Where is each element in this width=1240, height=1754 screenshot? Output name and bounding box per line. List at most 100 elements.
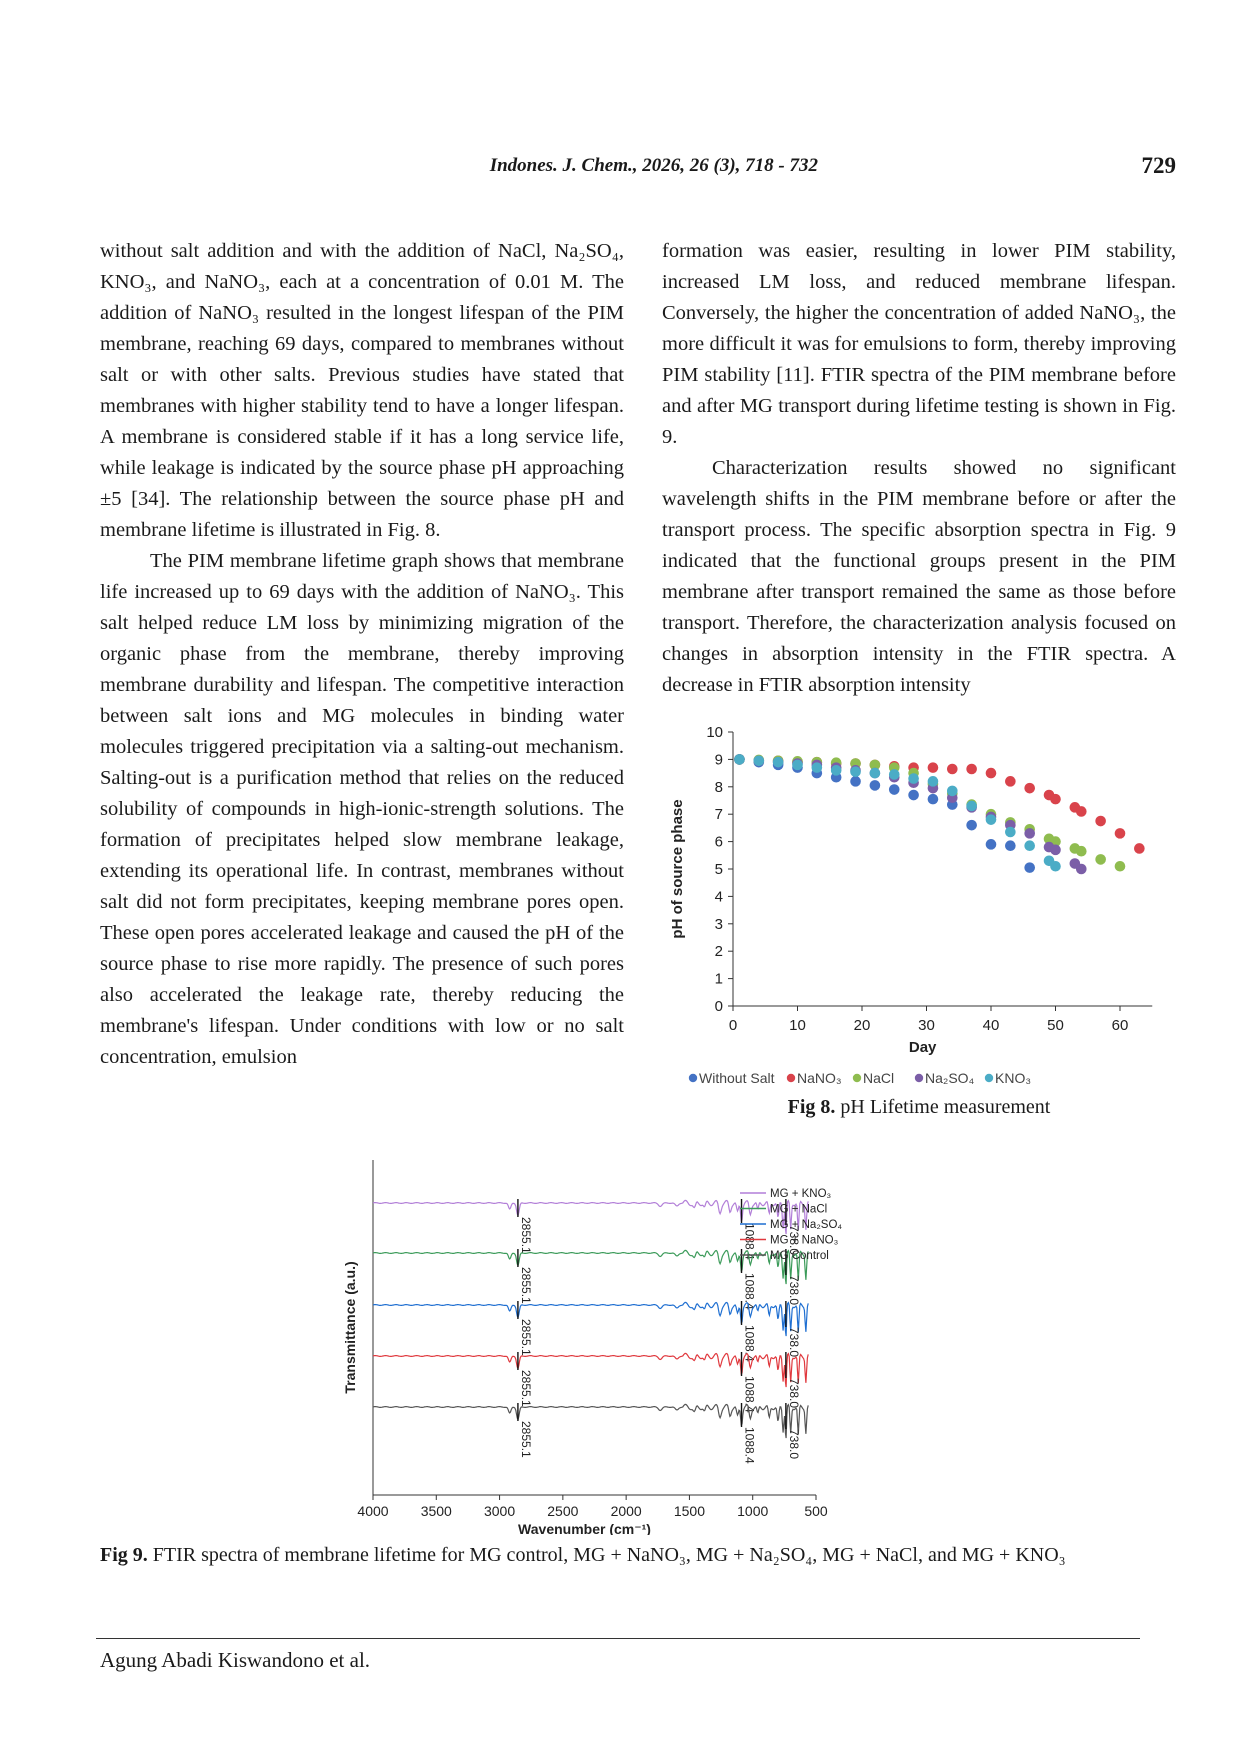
legend-label: NaNO₃ (797, 1070, 842, 1086)
peak-label: 1088.4 (743, 1427, 757, 1464)
peak-label: 2855.1 (519, 1217, 533, 1254)
data-point (985, 814, 997, 825)
data-point (888, 784, 900, 795)
data-point (947, 763, 958, 775)
paragraph: formation was easier, resulting in lower… (662, 240, 1176, 448)
y-tick-label: 8 (715, 779, 723, 796)
x-tick-label: 10 (789, 1017, 806, 1034)
y-tick-label: 9 (715, 751, 723, 768)
peak-label: 738.0 (787, 1429, 801, 1459)
data-point (1076, 863, 1087, 875)
data-point (966, 800, 977, 812)
data-point (830, 765, 842, 776)
data-point (1114, 828, 1126, 839)
caption-text: pH Lifetime measurement (840, 1096, 1051, 1118)
data-point (966, 819, 977, 831)
data-point (908, 789, 919, 801)
data-point (927, 762, 939, 773)
data-point (792, 759, 803, 771)
data-point (734, 754, 745, 765)
legend-label: MG + NaCl (770, 1204, 827, 1216)
x-tick-label: 50 (1047, 1017, 1064, 1034)
figure-label: Fig 8. (787, 1096, 836, 1118)
y-axis-title: pH of source phase (669, 799, 686, 938)
spectrum-line (372, 1403, 809, 1439)
legend-label: Na₂SO₄ (925, 1070, 975, 1086)
data-point (1134, 843, 1145, 854)
peak-label: 738.0 (787, 1225, 801, 1255)
x-tick-label: 2500 (547, 1503, 578, 1519)
x-tick-label: 500 (804, 1503, 828, 1519)
legend-label: MG Control (770, 1250, 829, 1262)
legend-marker (914, 1073, 924, 1083)
spectrum-line (372, 1249, 809, 1285)
legend-label: KNO₃ (995, 1070, 1031, 1086)
legend-label: MG + Na₂SO₄ (770, 1219, 842, 1231)
legend-label: MG + NaNO₃ (770, 1235, 839, 1247)
data-point (869, 780, 881, 791)
data-point (1024, 828, 1035, 839)
x-tick-label: 60 (1112, 1017, 1129, 1034)
ftir-spectra-chart: 4000 3500 3000 2500 2000 1500 1000 500 Wavenumbe… (342, 1160, 842, 1535)
peak-label: 738.0 (787, 1327, 801, 1357)
data-point (908, 773, 919, 784)
y-tick-label: 3 (715, 916, 723, 933)
left-column: without salt addition and with the addit… (100, 236, 624, 1073)
x-axis-title: Wavenumber (cm⁻¹) (518, 1521, 651, 1535)
legend-label: NaCl (863, 1070, 894, 1086)
peak-label: 738.0 (787, 1275, 801, 1305)
paragraph: The PIM membrane lifetime graph shows th… (100, 550, 624, 1068)
ph-lifetime-chart: 0 1 2 3 4 5 6 7 8 9 10 0 10 20 30 40 50 60 Day pH of source… (669, 724, 1153, 1086)
data-point (1050, 844, 1061, 856)
data-point (985, 839, 997, 850)
x-tick-label: 3500 (421, 1503, 452, 1519)
x-tick-label: 20 (854, 1017, 871, 1034)
x-tick-label: 4000 (357, 1503, 388, 1519)
peak-label: 2855.1 (519, 1319, 533, 1356)
data-point (869, 759, 881, 771)
spectrum-line (372, 1301, 809, 1337)
footer-rule (96, 1638, 1140, 1639)
x-tick-label: 0 (729, 1017, 737, 1034)
data-point (1050, 860, 1061, 872)
peak-label: 1088.4 (743, 1376, 757, 1413)
data-point (1114, 860, 1126, 872)
caption-text: FTIR spectra of membrane lifetime for MG… (152, 1544, 1066, 1566)
x-tick-label: 1500 (674, 1503, 705, 1519)
data-point (811, 762, 823, 773)
footer-author: Agung Abadi Kiswandono et al. (100, 1648, 371, 1672)
x-axis-title: Day (909, 1039, 937, 1056)
data-point (1095, 854, 1106, 865)
y-axis-title: Transmittance (a.u.) (342, 1261, 358, 1393)
legend-marker (852, 1073, 862, 1083)
y-tick-label: 7 (715, 806, 723, 823)
y-tick-label: 5 (715, 861, 723, 878)
data-point (1050, 793, 1061, 805)
y-tick-label: 0 (715, 998, 723, 1015)
data-point (1024, 862, 1035, 873)
data-point (888, 769, 900, 780)
legend-label: MG + KNO₃ (770, 1188, 832, 1200)
paragraph: Characterization results showed no signi… (662, 457, 1176, 696)
peak-label: 2855.1 (519, 1421, 533, 1458)
spectrum-line (372, 1352, 809, 1388)
data-point (850, 776, 861, 787)
data-point (1005, 826, 1016, 838)
figure-label: Fig 9. (100, 1544, 148, 1566)
peak-label: 1088.4 (743, 1273, 757, 1310)
data-point (927, 793, 939, 805)
peak-label: 1088.4 (743, 1325, 757, 1362)
data-point (1095, 815, 1106, 827)
legend-marker (688, 1073, 698, 1083)
data-point (1024, 840, 1035, 852)
x-tick-label: 40 (983, 1017, 1000, 1034)
y-tick-label: 2 (715, 943, 723, 960)
peak-label: 738.0 (787, 1378, 801, 1408)
page-number: 729 (1141, 153, 1177, 178)
data-point (1076, 845, 1087, 857)
data-point (947, 785, 958, 797)
data-point (772, 756, 784, 768)
spectrum-line (372, 1199, 809, 1235)
x-tick-label: 2000 (611, 1503, 642, 1519)
data-point (1024, 782, 1035, 794)
